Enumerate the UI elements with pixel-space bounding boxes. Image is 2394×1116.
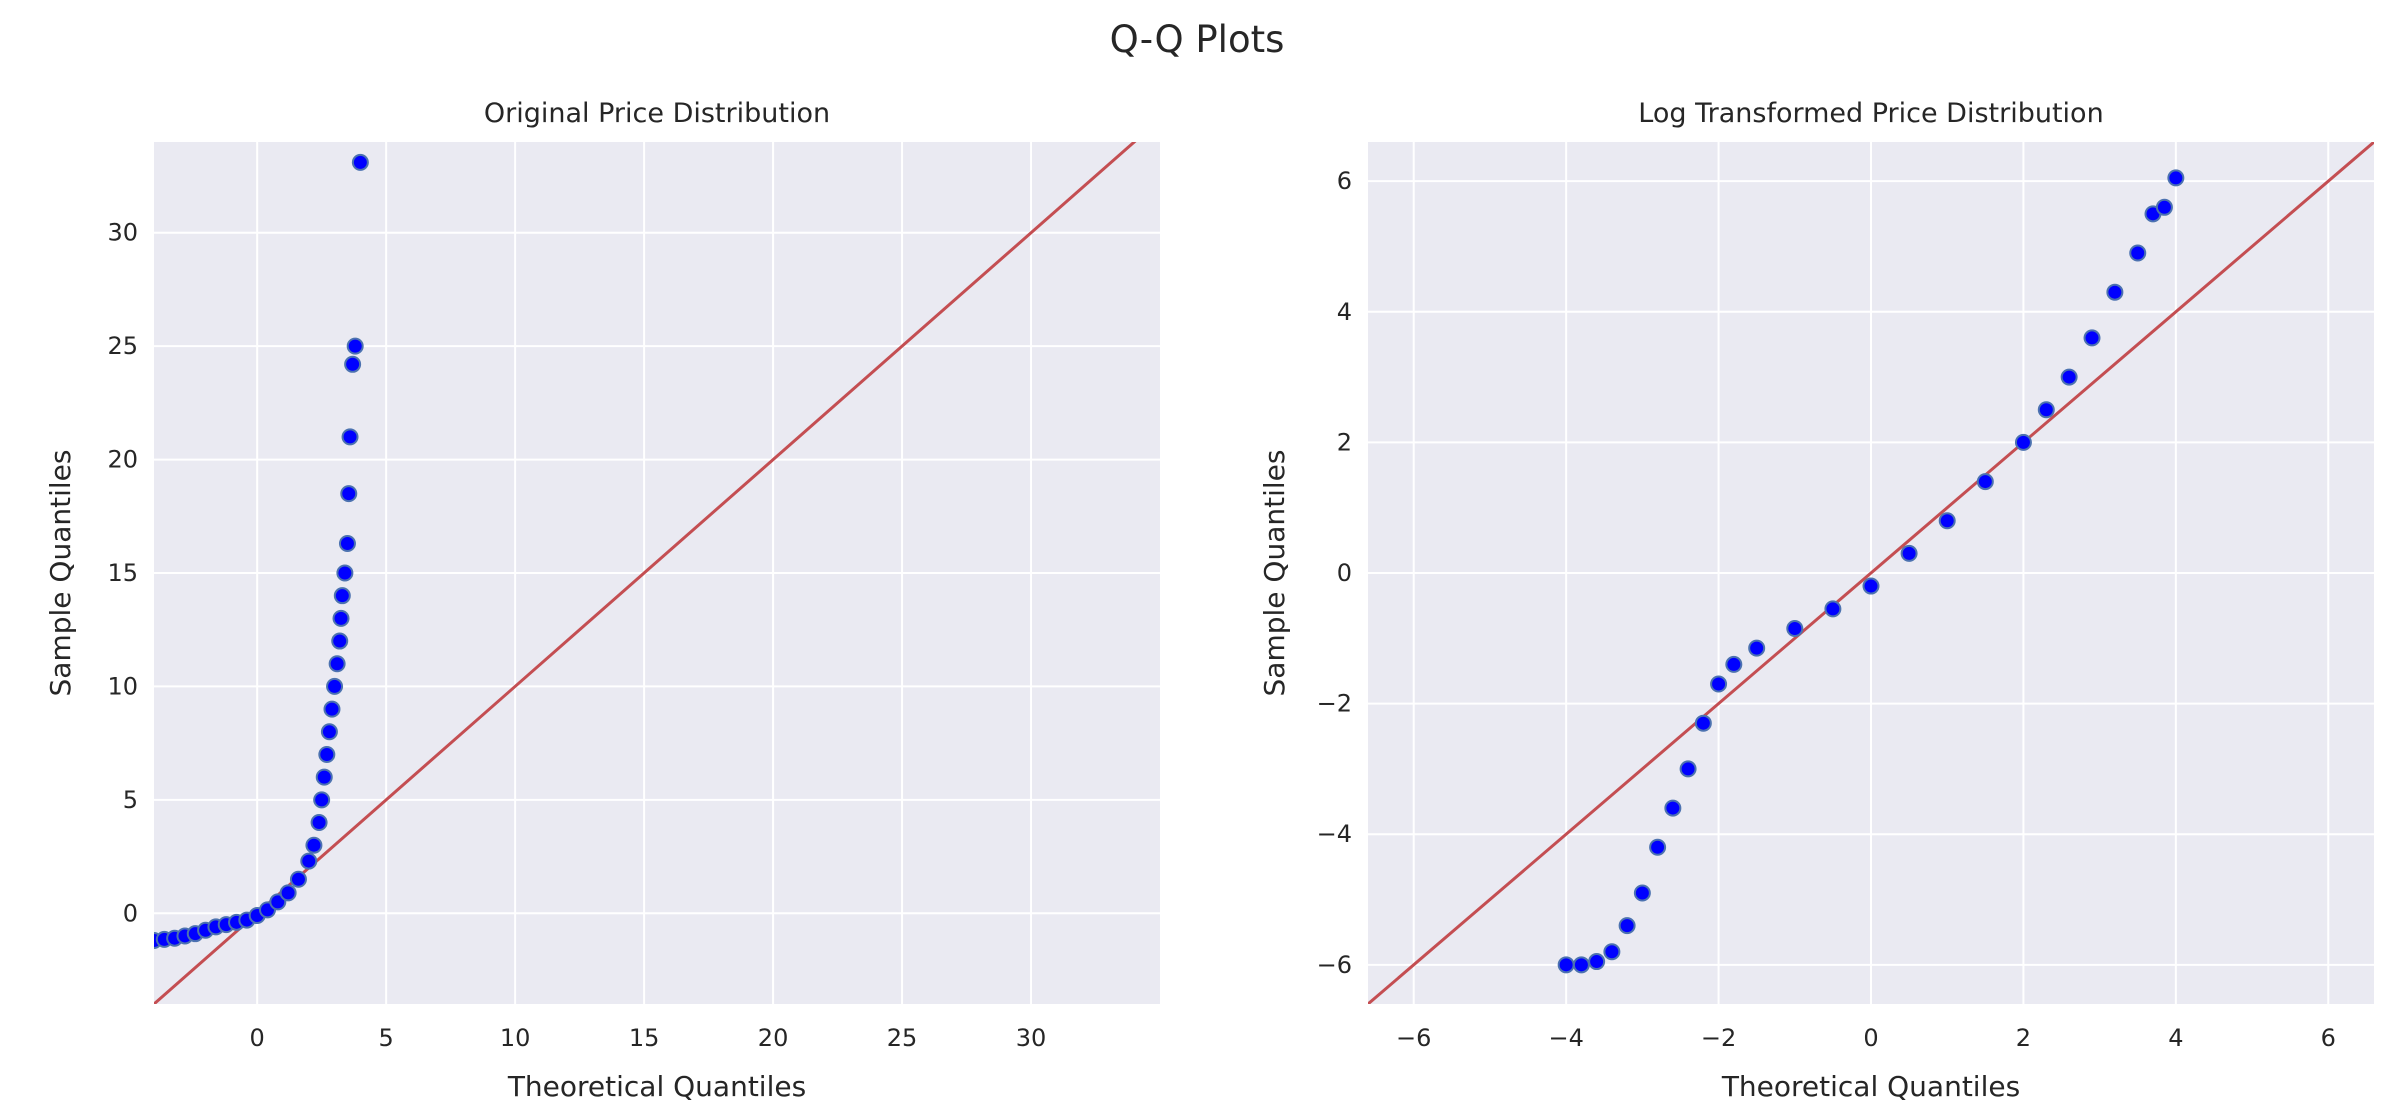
y-axis-label: Sample Quantiles bbox=[1258, 450, 1291, 697]
y-tick-label: −4 bbox=[1317, 820, 1352, 848]
figure-suptitle: Q-Q Plots bbox=[1109, 18, 1285, 61]
data-point bbox=[313, 791, 331, 809]
data-point bbox=[332, 609, 350, 627]
data-point bbox=[279, 884, 297, 902]
data-point bbox=[338, 535, 356, 553]
data-point bbox=[2060, 368, 2078, 386]
y-axis-label: Sample Quantiles bbox=[44, 450, 77, 697]
x-tick-label: 5 bbox=[379, 1024, 394, 1052]
qq-plot-panel-2: −6 −4 −2 0 2 4 6 −6 −4 −2 0 2 4 6 Log Transformed Pric… bbox=[1258, 98, 2374, 1103]
data-point bbox=[1679, 760, 1697, 778]
x-tick-label: 15 bbox=[629, 1024, 660, 1052]
data-point bbox=[336, 564, 354, 582]
y-tick-label: 10 bbox=[107, 672, 138, 700]
y-tick-label: 30 bbox=[107, 219, 138, 247]
data-point bbox=[289, 870, 307, 888]
data-point bbox=[320, 723, 338, 741]
plot-data-layer bbox=[1368, 142, 2374, 1004]
data-point bbox=[1976, 473, 1994, 491]
data-point bbox=[1588, 953, 1606, 971]
data-point bbox=[2083, 329, 2101, 347]
data-point bbox=[1572, 956, 1590, 974]
data-point bbox=[333, 587, 351, 605]
x-tick-label: 10 bbox=[500, 1024, 531, 1052]
y-tick-label: 5 bbox=[123, 786, 138, 814]
data-point bbox=[346, 337, 364, 355]
x-tick-label: 4 bbox=[2168, 1024, 2183, 1052]
data-point bbox=[305, 836, 323, 854]
data-point bbox=[326, 677, 344, 695]
data-point bbox=[1748, 639, 1766, 657]
x-tick-label: 2 bbox=[2016, 1024, 2031, 1052]
x-axis-label: Theoretical Quantiles bbox=[1721, 1070, 2020, 1103]
data-point bbox=[315, 768, 333, 786]
data-point bbox=[1725, 655, 1743, 673]
data-point bbox=[300, 852, 318, 870]
data-point bbox=[1710, 675, 1728, 693]
y-tick-label: 6 bbox=[1337, 167, 1352, 195]
data-point bbox=[2014, 433, 2032, 451]
data-point bbox=[2155, 198, 2173, 216]
plot-title: Original Price Distribution bbox=[484, 98, 830, 129]
y-tick-label: 20 bbox=[107, 446, 138, 474]
data-point bbox=[340, 485, 358, 503]
data-point bbox=[328, 655, 346, 673]
data-point bbox=[323, 700, 341, 718]
data-point bbox=[2167, 169, 2185, 187]
data-point bbox=[1664, 799, 1682, 817]
data-point bbox=[310, 814, 328, 832]
data-point bbox=[1633, 884, 1651, 902]
data-point bbox=[1557, 956, 1575, 974]
x-tick-label: −4 bbox=[1548, 1024, 1583, 1052]
x-tick-label: 30 bbox=[1016, 1024, 1047, 1052]
data-point bbox=[2106, 283, 2124, 301]
reference-line bbox=[154, 142, 1137, 1004]
data-point bbox=[351, 153, 369, 171]
data-point bbox=[318, 745, 336, 763]
data-point bbox=[1900, 544, 1918, 562]
y-tick-label: −6 bbox=[1317, 951, 1352, 979]
x-tick-label: −2 bbox=[1701, 1024, 1736, 1052]
data-point bbox=[1862, 577, 1880, 595]
plot-title: Log Transformed Price Distribution bbox=[1638, 98, 2103, 129]
x-tick-label: 20 bbox=[758, 1024, 789, 1052]
plot-data-layer bbox=[154, 142, 1137, 1004]
y-tick-label: 15 bbox=[107, 559, 138, 587]
data-point bbox=[331, 632, 349, 650]
x-tick-label: 6 bbox=[2321, 1024, 2336, 1052]
data-point bbox=[2037, 401, 2055, 419]
data-point bbox=[2129, 244, 2147, 262]
y-tick-label: 0 bbox=[123, 899, 138, 927]
y-tick-label: 4 bbox=[1337, 298, 1352, 326]
reference-line bbox=[1368, 142, 2374, 1004]
y-tick-label: 25 bbox=[107, 332, 138, 360]
data-point bbox=[1694, 714, 1712, 732]
data-point bbox=[341, 428, 359, 446]
x-axis-label: Theoretical Quantiles bbox=[507, 1070, 806, 1103]
y-tick-label: −2 bbox=[1317, 690, 1352, 718]
data-point bbox=[344, 355, 362, 373]
data-point bbox=[1649, 838, 1667, 856]
data-point bbox=[1938, 512, 1956, 530]
y-tick-label: 2 bbox=[1337, 428, 1352, 456]
data-point bbox=[1786, 620, 1804, 638]
x-tick-label: 25 bbox=[887, 1024, 918, 1052]
data-point bbox=[1824, 600, 1842, 618]
x-tick-label: −6 bbox=[1396, 1024, 1431, 1052]
x-tick-label: 0 bbox=[250, 1024, 265, 1052]
data-point bbox=[1603, 943, 1621, 961]
y-tick-label: 0 bbox=[1337, 559, 1352, 587]
x-tick-label: 0 bbox=[1863, 1024, 1878, 1052]
data-point bbox=[1618, 917, 1636, 935]
qq-plot-panel-1: 0 5 10 15 20 25 30 0 5 10 15 20 25 30 Original Price D… bbox=[44, 98, 1160, 1103]
